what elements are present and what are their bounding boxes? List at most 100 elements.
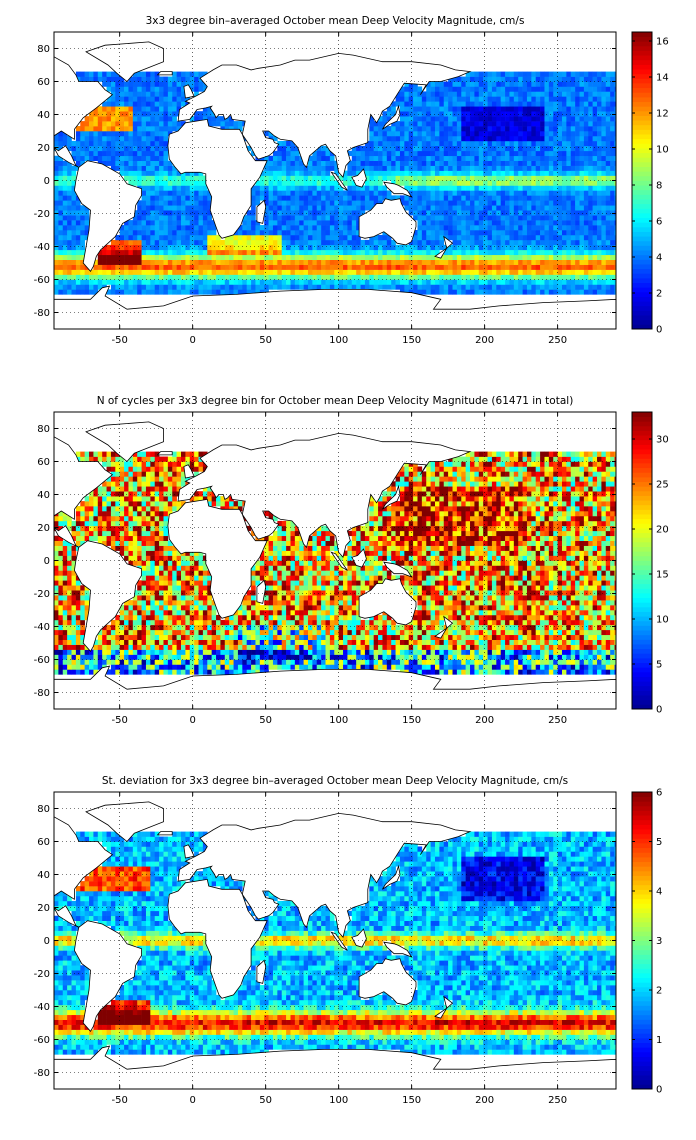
heat-cell <box>84 225 90 231</box>
heat-cell <box>259 180 265 186</box>
heat-cell <box>421 180 427 186</box>
heat-cell <box>145 664 151 670</box>
heat-cell <box>592 116 598 122</box>
heat-cell <box>189 180 195 186</box>
heat-cell <box>277 230 283 236</box>
heat-cell <box>461 106 466 112</box>
heat-cell <box>128 664 134 670</box>
heat-cell <box>268 170 274 176</box>
heat-cell <box>54 210 59 216</box>
heat-cell <box>544 230 550 236</box>
heat-cell <box>67 654 72 660</box>
heat-cell <box>67 210 72 216</box>
heat-cell <box>561 274 567 280</box>
heat-cell <box>465 170 471 176</box>
heat-cell <box>448 170 453 176</box>
heat-cell <box>399 664 405 670</box>
heat-cell <box>97 145 103 152</box>
heat-cell <box>430 170 436 176</box>
heat-cell <box>343 175 348 181</box>
heat-cell <box>132 180 138 186</box>
heat-cell <box>325 195 331 201</box>
heat-cell <box>268 259 274 265</box>
heat-cell <box>137 669 142 675</box>
heat-cell <box>553 126 558 132</box>
heat-cell <box>321 279 326 285</box>
heat-cell <box>496 200 501 206</box>
heat-cell <box>434 200 440 206</box>
heat-cell <box>408 200 414 206</box>
heat-cell <box>71 180 77 186</box>
heat-cell <box>80 264 85 270</box>
heat-cell <box>404 170 410 176</box>
heat-cell <box>496 155 501 161</box>
heat-cell <box>80 664 85 670</box>
heat-cell <box>452 210 458 216</box>
heat-cell <box>518 284 523 290</box>
heat-cell <box>198 230 204 236</box>
heat-cell <box>194 244 199 251</box>
heat-cell <box>229 264 234 270</box>
heat-cell <box>413 239 418 246</box>
heat-cell <box>207 244 212 251</box>
heat-cell <box>102 264 107 270</box>
heat-cell <box>80 284 85 290</box>
heat-cell <box>115 96 120 102</box>
heat-cell <box>150 170 156 176</box>
heat-cell <box>526 71 532 77</box>
heat-cell <box>544 659 550 665</box>
heat-cell <box>299 230 304 236</box>
heat-cell <box>592 76 598 82</box>
heat-cell <box>566 215 572 221</box>
heat-cell <box>150 205 156 211</box>
heat-cell <box>531 150 537 157</box>
heat-cell <box>159 269 164 275</box>
heat-cell <box>570 244 576 251</box>
heat-cell <box>351 145 357 152</box>
heat-cell <box>89 145 94 152</box>
heat-cell <box>417 254 423 260</box>
heat-cell <box>259 279 265 285</box>
heat-cell <box>141 140 147 147</box>
heat-cell <box>505 96 510 102</box>
heat-cell <box>378 284 383 290</box>
heat-cell <box>58 654 64 660</box>
heat-cell <box>124 220 129 226</box>
heat-cell <box>605 230 611 236</box>
heat-cell <box>434 106 440 112</box>
heat-cell <box>185 76 191 82</box>
heat-cell <box>610 259 615 265</box>
heat-cell <box>356 264 361 270</box>
heat-cell <box>579 225 585 231</box>
heat-cell <box>84 659 90 665</box>
heat-cell <box>566 269 572 275</box>
heat-cell <box>439 225 445 231</box>
heat-cell <box>557 126 563 132</box>
heat-cell <box>426 230 431 236</box>
heat-cell <box>172 165 177 171</box>
heat-cell <box>535 96 541 102</box>
heat-cell <box>483 121 488 127</box>
heat-cell <box>102 131 107 137</box>
heat-cell <box>281 244 287 251</box>
heat-cell <box>465 76 471 82</box>
heat-cell <box>211 220 217 226</box>
heat-cell <box>194 91 199 97</box>
heat-cell <box>417 165 423 171</box>
heat-cell <box>531 274 537 280</box>
heat-cell <box>391 244 396 251</box>
heat-cell <box>185 225 191 231</box>
heat-cell <box>465 101 471 107</box>
colorbar-segment <box>632 199 652 205</box>
heat-cell <box>159 225 164 231</box>
heat-cell <box>553 200 558 206</box>
heat-cell <box>404 135 410 142</box>
heat-cell <box>399 86 405 92</box>
heat-cell <box>290 145 296 152</box>
heat-cell <box>610 101 615 107</box>
heat-cell <box>408 106 414 112</box>
heat-cell <box>526 284 532 290</box>
heat-cell <box>272 234 278 241</box>
heat-cell <box>360 210 366 216</box>
heat-cell <box>97 135 103 142</box>
